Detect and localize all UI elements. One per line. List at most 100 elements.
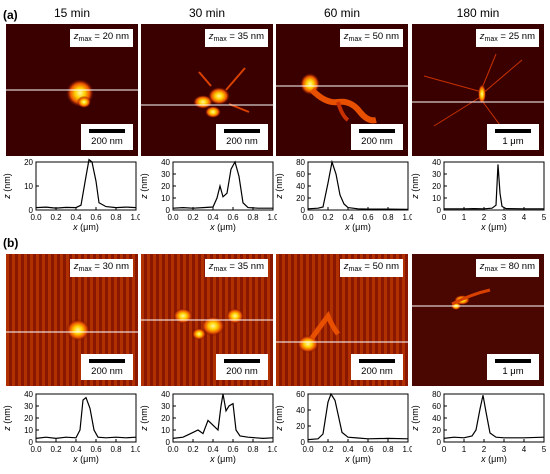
x-tick-label: 0.4 <box>207 213 219 222</box>
x-tick-label: 0 <box>442 213 447 222</box>
col-title-60min: 60 min <box>323 6 361 20</box>
y-tick-label: 0 <box>437 438 442 447</box>
x-axis-label: x (μm) <box>209 454 236 464</box>
scale-bar: 200 nm <box>351 354 403 380</box>
afm-image-b-60min: zmax = 50 nm 200 nm <box>276 254 408 386</box>
y-tick-label: 20 <box>296 422 305 431</box>
plot-frame <box>172 161 274 211</box>
x-axis-label: x (μm) <box>344 222 371 232</box>
height-profile-b-15min: 0 10 20 30 40 0.0 0.2 0.4 0.6 0.8 1.0 x (μm) z (nm) <box>2 390 140 464</box>
col-title-15min: 15 min <box>53 6 91 20</box>
height-profile-a-15min: 0 10 20 0.0 0.2 0.4 0.6 0.8 1.0 x (μm) z (nm) <box>2 158 140 232</box>
x-tick-label: 1.0 <box>402 213 412 222</box>
x-tick-label: 0.2 <box>187 213 199 222</box>
afm-image-b-15min: zmax = 30 nm 200 nm <box>6 254 138 386</box>
y-tick-label: 30 <box>161 402 170 411</box>
profile-line <box>307 392 409 441</box>
x-tick-label: 1.0 <box>130 445 140 454</box>
y-tick-label: 20 <box>161 182 170 191</box>
y-tick-label: 20 <box>24 414 33 423</box>
x-tick-label: 3 <box>502 213 507 222</box>
afm-image-a-60min: zmax = 50 nm 200 nm <box>276 24 408 156</box>
x-tick-label: 4 <box>522 213 527 222</box>
x-tick-label: 0.2 <box>322 445 334 454</box>
scale-bar: 200 nm <box>216 354 268 380</box>
x-tick-label: 1.0 <box>402 445 412 454</box>
y-tick-label: 40 <box>161 390 170 399</box>
y-axis-label: z (nm) <box>410 405 420 432</box>
y-tick-label: 60 <box>432 402 441 411</box>
x-tick-label: 0.0 <box>302 445 314 454</box>
y-tick-label: 0 <box>29 206 34 215</box>
x-tick-label: 0.0 <box>30 213 42 222</box>
x-tick-label: 0.0 <box>30 445 42 454</box>
x-tick-label: 0.8 <box>247 213 259 222</box>
profile-line <box>307 159 409 210</box>
x-axis-label: x (μm) <box>72 454 99 464</box>
y-tick-label: 40 <box>432 414 441 423</box>
y-tick-label: 10 <box>161 426 170 435</box>
x-tick-label: 0.6 <box>90 213 102 222</box>
y-tick-label: 10 <box>24 426 33 435</box>
zmax-label: zmax = 25 nm <box>475 29 539 47</box>
afm-image-a-180min: zmax = 25 nm 1 μm <box>412 24 544 156</box>
col-title-30min: 30 min <box>188 6 226 20</box>
zmax-label: zmax = 35 nm <box>204 259 268 277</box>
x-tick-label: 5 <box>542 213 547 222</box>
y-tick-label: 10 <box>161 194 170 203</box>
x-axis-label: x (μm) <box>72 222 99 232</box>
y-tick-label: 40 <box>296 406 305 415</box>
x-tick-label: 0.2 <box>322 213 334 222</box>
x-tick-label: 1.0 <box>130 213 140 222</box>
y-tick-label: 0 <box>437 206 442 215</box>
height-profile-b-60min: 0 20 40 60 0.0 0.2 0.4 0.6 0.8 1.0 x (μm) z (nm) <box>274 390 412 464</box>
y-tick-label: 30 <box>161 170 170 179</box>
x-tick-label: 0.4 <box>207 445 219 454</box>
x-tick-label: 1.0 <box>267 213 277 222</box>
x-tick-label: 0.4 <box>342 445 354 454</box>
col-title-180min: 180 min <box>456 6 500 20</box>
scale-bar: 1 μm <box>487 354 539 380</box>
plot-frame <box>35 393 137 443</box>
profile-line <box>172 160 273 209</box>
x-tick-label: 0.4 <box>70 445 82 454</box>
zmax-label: zmax = 80 nm <box>475 259 539 277</box>
x-tick-label: 0.6 <box>227 213 239 222</box>
panel-label-a: (a) <box>3 8 18 22</box>
y-tick-label: 20 <box>432 426 441 435</box>
x-tick-label: 0.6 <box>362 213 374 222</box>
x-tick-label: 0.8 <box>382 445 394 454</box>
profile-line <box>172 393 274 440</box>
profile-line <box>35 396 137 440</box>
x-tick-label: 1 <box>462 445 467 454</box>
height-profile-b-180min: 0 20 40 60 80 0 1 2 3 4 5 x (μm) z (nm) <box>410 390 547 464</box>
height-profile-b-30min: 0 10 20 30 40 0.0 0.2 0.4 0.6 0.8 1.0 x (μm) z (nm) <box>139 390 277 464</box>
x-tick-label: 0.8 <box>110 213 122 222</box>
plot-frame <box>307 393 409 443</box>
x-tick-label: 0.8 <box>382 213 394 222</box>
x-tick-label: 0 <box>442 445 447 454</box>
x-axis-label: x (μm) <box>480 454 507 464</box>
x-tick-label: 1 <box>462 213 467 222</box>
plot-frame <box>307 161 409 211</box>
zmax-label: zmax = 20 nm <box>69 29 133 47</box>
y-tick-label: 10 <box>432 194 441 203</box>
x-tick-label: 2 <box>482 213 487 222</box>
x-tick-label: 4 <box>522 445 527 454</box>
y-tick-label: 20 <box>161 414 170 423</box>
y-tick-label: 80 <box>432 390 441 399</box>
y-tick-label: 40 <box>432 158 441 167</box>
y-axis-label: z (nm) <box>274 405 284 432</box>
x-tick-label: 0.2 <box>50 445 62 454</box>
x-tick-label: 0.6 <box>362 445 374 454</box>
scale-bar: 1 μm <box>487 124 539 150</box>
x-tick-label: 5 <box>542 445 547 454</box>
y-tick-label: 0 <box>301 206 306 215</box>
y-axis-label: z (nm) <box>139 405 149 432</box>
y-tick-label: 0 <box>166 438 171 447</box>
y-tick-label: 40 <box>24 390 33 399</box>
x-tick-label: 0.6 <box>90 445 102 454</box>
y-tick-label: 40 <box>161 158 170 167</box>
y-tick-label: 60 <box>296 390 305 399</box>
y-tick-label: 30 <box>24 402 33 411</box>
